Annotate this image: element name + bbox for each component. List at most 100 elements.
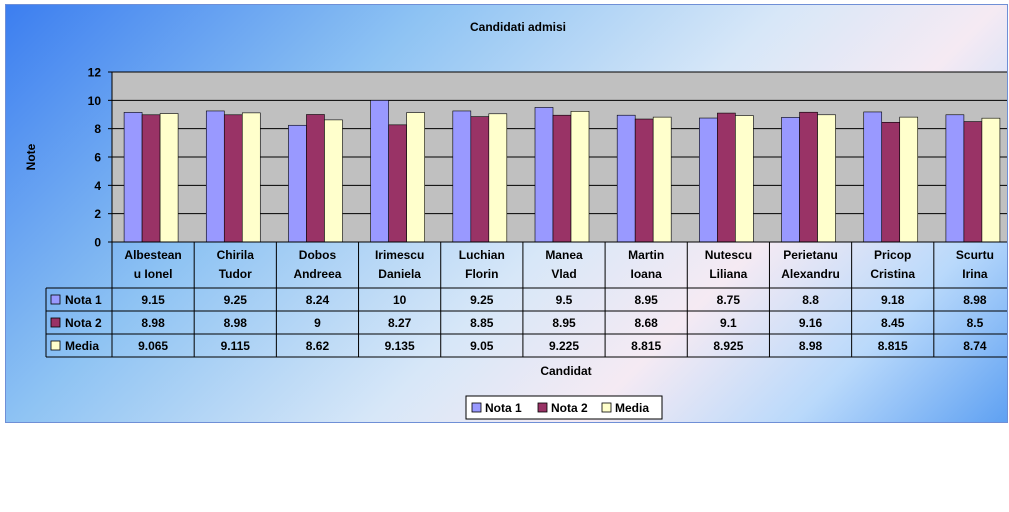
- data-table-cell: 8.95: [552, 316, 576, 330]
- bar: [735, 115, 754, 243]
- y-tick-label: 12: [88, 66, 102, 80]
- bar: [634, 118, 654, 243]
- data-table-cell: 8.62: [306, 339, 330, 353]
- category-label: Chirila: [217, 248, 255, 262]
- bar: [616, 114, 636, 243]
- bar: [223, 114, 243, 243]
- legend: Nota 1 Nota 2 Media: [465, 395, 663, 420]
- series-row-label: Nota 2: [65, 316, 102, 330]
- bar: [488, 113, 508, 243]
- y-tick-label: 0: [94, 236, 101, 250]
- data-table-cell: 8.8: [802, 293, 819, 307]
- category-label: Alexandru: [781, 267, 840, 281]
- legend-box: [465, 395, 663, 420]
- data-table-cell: 10: [393, 293, 407, 307]
- series-key: [50, 294, 61, 305]
- data-table-cell: 9.135: [385, 339, 415, 353]
- bars: [123, 100, 1001, 243]
- data-table-cell: 9.115: [221, 339, 251, 353]
- data-table-cell: 9.16: [799, 316, 823, 330]
- data-table-cell: 8.5: [967, 316, 984, 330]
- data-table-cell: 9.05: [470, 339, 494, 353]
- data-table-cell: 9.25: [224, 293, 248, 307]
- category-label: Irimescu: [375, 248, 424, 262]
- bar: [881, 121, 901, 243]
- bar: [945, 114, 965, 243]
- legend-label: Nota 2: [551, 401, 588, 415]
- bar: [324, 119, 343, 243]
- series-row-label: Media: [65, 339, 99, 353]
- category-label: Irina: [962, 267, 988, 281]
- x-axis-title: Candidat: [540, 364, 591, 378]
- data-table-cell: 9.225: [549, 339, 579, 353]
- y-tick-label: 6: [94, 151, 101, 165]
- bar: [241, 112, 261, 243]
- bar: [552, 114, 572, 243]
- bar-chart: 0 2 4 6 8 10 12 Albestean u Ionel Chirila Tudor Do…: [24, 20, 1007, 420]
- category-label: Dobos: [299, 248, 337, 262]
- category-label: Albestean: [124, 248, 181, 262]
- category-label: Scurtu: [956, 248, 994, 262]
- category-label: Cristina: [870, 267, 915, 281]
- data-table-cell: 8.27: [388, 316, 412, 330]
- bar: [863, 111, 883, 243]
- data-table-cell: 9.065: [138, 339, 168, 353]
- bar: [288, 124, 307, 243]
- y-tick-label: 8: [94, 122, 101, 136]
- bar: [717, 112, 736, 243]
- category-label: Andreea: [293, 267, 341, 281]
- series-row-label: Nota 1: [65, 293, 102, 307]
- y-axis-title: Note: [24, 143, 38, 170]
- data-table: Albestean u Ionel Chirila Tudor Dobos Andreea…: [45, 241, 1007, 358]
- bar: [781, 117, 800, 243]
- category-label: Martin: [628, 248, 664, 262]
- legend-swatch: [471, 402, 482, 413]
- category-label: Daniela: [378, 267, 421, 281]
- data-table-cell: 8.95: [635, 293, 659, 307]
- bar: [452, 110, 472, 243]
- category-label: Florin: [465, 267, 498, 281]
- bar: [205, 110, 225, 243]
- data-table-cell: 8.24: [306, 293, 330, 307]
- legend-label: Nota 1: [485, 401, 522, 415]
- data-table-cell: 8.74: [963, 339, 987, 353]
- category-label: Liliana: [709, 267, 747, 281]
- data-table-cell: 9.18: [881, 293, 905, 307]
- data-table-cell: 9.5: [556, 293, 573, 307]
- data-table-cell: 8.75: [717, 293, 741, 307]
- bar: [652, 116, 672, 243]
- data-table-cell: 8.98: [799, 339, 823, 353]
- data-table-cell: 9: [314, 316, 321, 330]
- bar: [370, 100, 389, 243]
- bar: [470, 116, 490, 243]
- data-table-cell: 8.85: [470, 316, 494, 330]
- data-table-cell: 9.15: [141, 293, 165, 307]
- data-table-cell: 9.25: [470, 293, 494, 307]
- category-label: u Ionel: [134, 267, 173, 281]
- data-table-cell: 8.925: [713, 339, 743, 353]
- bar: [963, 121, 983, 243]
- legend-swatch: [537, 402, 548, 413]
- category-label: Ioana: [631, 267, 663, 281]
- bar: [899, 116, 919, 243]
- chart-title: Candidati admisi: [470, 20, 566, 34]
- data-table-cell: 8.68: [635, 316, 659, 330]
- y-tick-label: 2: [94, 207, 101, 221]
- data-table-cell: 8.98: [224, 316, 248, 330]
- data-table-cell: 8.98: [141, 316, 165, 330]
- series-key: [50, 317, 61, 328]
- bar: [388, 124, 407, 243]
- category-label: Manea: [545, 248, 583, 262]
- data-table-cell: 8.45: [881, 316, 905, 330]
- data-table-cell: 8.815: [878, 339, 908, 353]
- y-tick-label: 4: [94, 179, 101, 193]
- bar: [570, 111, 590, 243]
- bar: [534, 107, 554, 243]
- series-key: [50, 340, 61, 351]
- bar: [699, 117, 718, 243]
- axes: 0 2 4 6 8 10 12: [88, 66, 113, 250]
- category-label: Vlad: [551, 267, 576, 281]
- bar: [123, 112, 143, 243]
- legend-swatch: [601, 402, 612, 413]
- bar: [799, 111, 818, 243]
